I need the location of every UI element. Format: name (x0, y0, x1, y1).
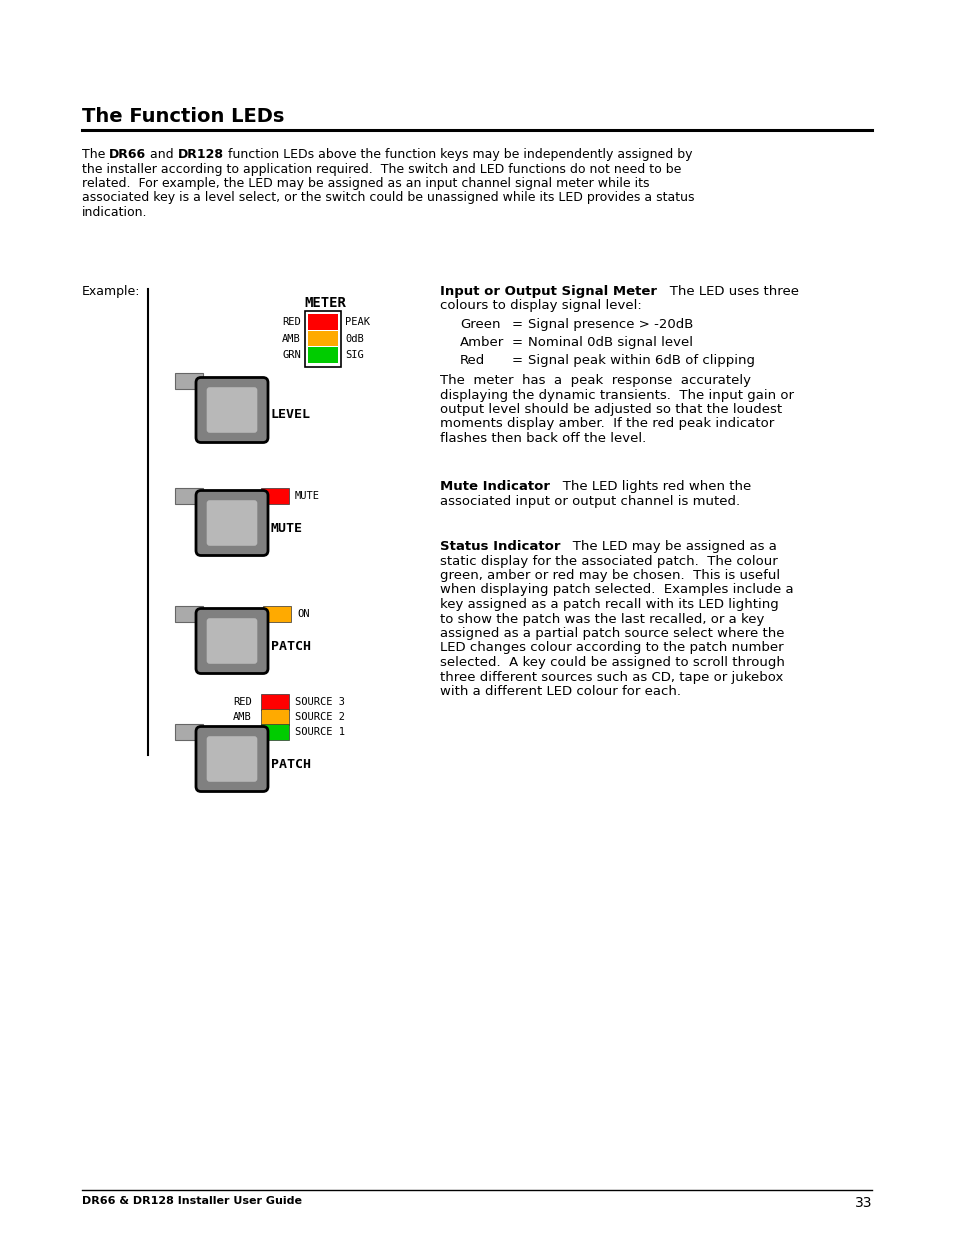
Text: =: = (211, 489, 221, 503)
FancyBboxPatch shape (207, 500, 257, 546)
FancyBboxPatch shape (195, 490, 268, 556)
Text: output level should be adjusted so that the loudest: output level should be adjusted so that … (439, 403, 781, 416)
Text: =: = (211, 608, 221, 620)
Text: PATCH: PATCH (271, 640, 311, 652)
Text: Amber: Amber (459, 336, 504, 350)
Text: The LED lights red when the: The LED lights red when the (550, 480, 750, 493)
Text: The Function LEDs: The Function LEDs (82, 107, 284, 126)
Text: RED: RED (233, 492, 252, 501)
Text: LED changes colour according to the patch number: LED changes colour according to the patc… (439, 641, 782, 655)
Text: Red: Red (459, 354, 485, 367)
FancyBboxPatch shape (195, 609, 268, 673)
Text: associated input or output channel is muted.: associated input or output channel is mu… (439, 494, 740, 508)
Bar (263, 606, 291, 622)
Text: PATCH: PATCH (271, 757, 311, 771)
Text: associated key is a level select, or the switch could be unassigned while its LE: associated key is a level select, or the… (82, 191, 694, 205)
Text: Input or Output Signal Meter: Input or Output Signal Meter (439, 285, 657, 298)
Text: LEVEL: LEVEL (271, 409, 311, 421)
Text: function LEDs above the function keys may be independently assigned by: function LEDs above the function keys ma… (224, 148, 692, 161)
Bar (308, 347, 337, 363)
Bar (261, 488, 289, 504)
Text: RED: RED (233, 697, 252, 706)
Text: =: = (211, 725, 221, 739)
Text: Example:: Example: (82, 285, 140, 298)
Text: Mute Indicator: Mute Indicator (439, 480, 550, 493)
Text: SIG: SIG (345, 351, 363, 361)
Text: =: = (512, 336, 522, 350)
Text: The LED uses three: The LED uses three (657, 285, 799, 298)
Text: indication.: indication. (82, 206, 148, 219)
Text: selected.  A key could be assigned to scroll through: selected. A key could be assigned to scr… (439, 656, 784, 669)
Text: 0dB: 0dB (345, 333, 363, 343)
Text: when displaying patch selected.  Examples include a: when displaying patch selected. Examples… (439, 583, 793, 597)
Text: the installer according to application required.  The switch and LED functions d: the installer according to application r… (82, 163, 680, 175)
Text: GRN: GRN (233, 727, 252, 737)
Text: green, amber or red may be chosen.  This is useful: green, amber or red may be chosen. This … (439, 569, 780, 582)
Text: Signal presence > -20dB: Signal presence > -20dB (527, 317, 693, 331)
Text: AMB: AMB (233, 609, 252, 619)
Text: DR66 & DR128 Installer User Guide: DR66 & DR128 Installer User Guide (82, 1195, 302, 1207)
Text: and: and (147, 148, 178, 161)
Text: Nominal 0dB signal level: Nominal 0dB signal level (527, 336, 692, 350)
Text: ON: ON (296, 609, 309, 619)
Text: 33: 33 (854, 1195, 871, 1210)
Text: related.  For example, the LED may be assigned as an input channel signal meter : related. For example, the LED may be ass… (82, 177, 649, 190)
FancyBboxPatch shape (207, 619, 257, 663)
Bar (174, 488, 203, 504)
Text: The: The (82, 148, 110, 161)
Text: static display for the associated patch.  The colour: static display for the associated patch.… (439, 555, 777, 568)
Text: Status Indicator: Status Indicator (439, 540, 560, 553)
Bar (174, 724, 203, 740)
Text: =: = (211, 374, 221, 388)
Text: DR66: DR66 (110, 148, 147, 161)
Text: assigned as a partial patch source select where the: assigned as a partial patch source selec… (439, 627, 783, 640)
Text: SOURCE 1: SOURCE 1 (294, 727, 345, 737)
Text: to show the patch was the last recalled, or a key: to show the patch was the last recalled,… (439, 613, 763, 625)
FancyBboxPatch shape (207, 388, 257, 432)
Text: colours to display signal level:: colours to display signal level: (439, 299, 641, 312)
Text: key assigned as a patch recall with its LED lighting: key assigned as a patch recall with its … (439, 598, 778, 611)
Text: The  meter  has  a  peak  response  accurately: The meter has a peak response accurately (439, 374, 750, 387)
Bar (308, 331, 337, 346)
Bar (261, 724, 289, 740)
Bar (174, 606, 203, 622)
Text: AMB: AMB (282, 333, 301, 343)
Bar (305, 311, 340, 367)
Text: SOURCE 3: SOURCE 3 (294, 697, 345, 706)
Bar (174, 373, 203, 389)
Text: DR128: DR128 (178, 148, 224, 161)
Text: AMB: AMB (233, 713, 252, 722)
Text: three different sources such as CD, tape or jukebox: three different sources such as CD, tape… (439, 671, 782, 683)
Text: The LED may be assigned as a: The LED may be assigned as a (560, 540, 777, 553)
Text: with a different LED colour for each.: with a different LED colour for each. (439, 685, 680, 698)
Bar (261, 694, 289, 710)
Text: =: = (512, 354, 522, 367)
Text: MUTE: MUTE (294, 492, 319, 501)
Text: SOURCE 2: SOURCE 2 (294, 713, 345, 722)
FancyBboxPatch shape (207, 736, 257, 782)
Text: PEAK: PEAK (345, 317, 370, 327)
FancyBboxPatch shape (195, 378, 268, 442)
Text: METER: METER (304, 296, 346, 310)
Text: GRN: GRN (282, 351, 301, 361)
Text: Signal peak within 6dB of clipping: Signal peak within 6dB of clipping (527, 354, 754, 367)
Text: Green: Green (459, 317, 500, 331)
Text: RED: RED (282, 317, 301, 327)
Bar (308, 314, 337, 330)
Text: =: = (512, 317, 522, 331)
Bar (261, 709, 289, 725)
FancyBboxPatch shape (195, 726, 268, 792)
Text: displaying the dynamic transients.  The input gain or: displaying the dynamic transients. The i… (439, 389, 793, 401)
Text: flashes then back off the level.: flashes then back off the level. (439, 432, 645, 445)
Text: moments display amber.  If the red peak indicator: moments display amber. If the red peak i… (439, 417, 774, 431)
Text: MUTE: MUTE (271, 521, 303, 535)
